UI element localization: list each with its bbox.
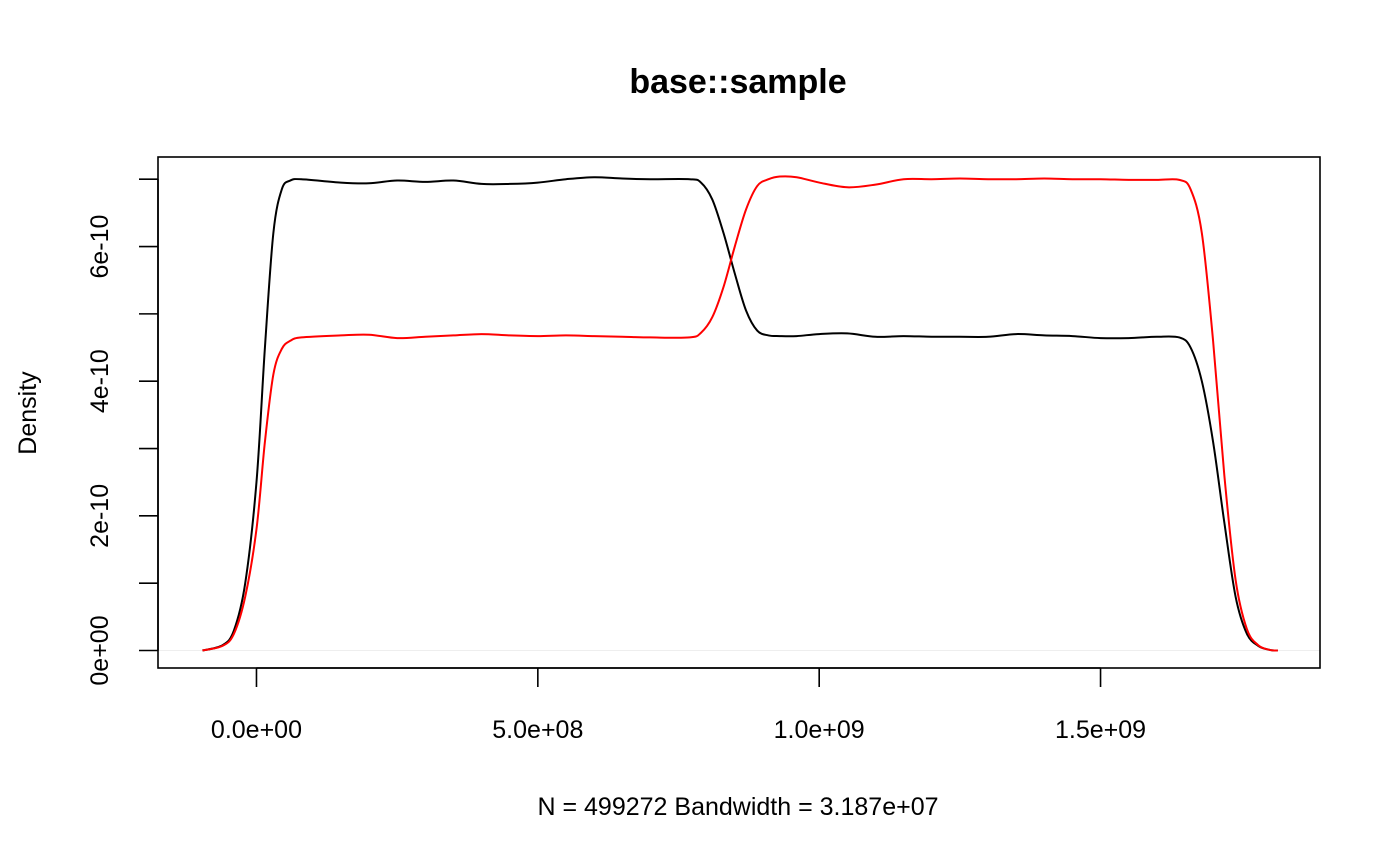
x-axis: 0.0e+00 5.0e+08 1.0e+09 1.5e+09 <box>211 667 1146 744</box>
series-layer <box>202 175 1278 652</box>
x-tick-label-1: 5.0e+08 <box>492 716 583 744</box>
density-series-2 <box>202 175 1278 652</box>
y-tick-label-0: 0e+00 <box>86 615 114 685</box>
x-axis-label: N = 499272 Bandwidth = 3.187e+07 <box>537 793 938 821</box>
y-axis-label: Density <box>14 371 42 455</box>
chart-title: base::sample <box>629 63 846 101</box>
y-tick-label-2: 2e-10 <box>86 484 114 548</box>
y-axis: 0e+00 2e-10 4e-10 6e-10 <box>86 178 159 686</box>
x-tick-label-0: 0.0e+00 <box>211 716 302 744</box>
x-tick-label-2: 1.0e+09 <box>774 716 865 744</box>
density-series-1 <box>202 176 1278 652</box>
x-tick-label-3: 1.5e+09 <box>1055 716 1146 744</box>
y-tick-label-4: 4e-10 <box>86 349 114 413</box>
y-tick-label-6: 6e-10 <box>86 215 114 279</box>
